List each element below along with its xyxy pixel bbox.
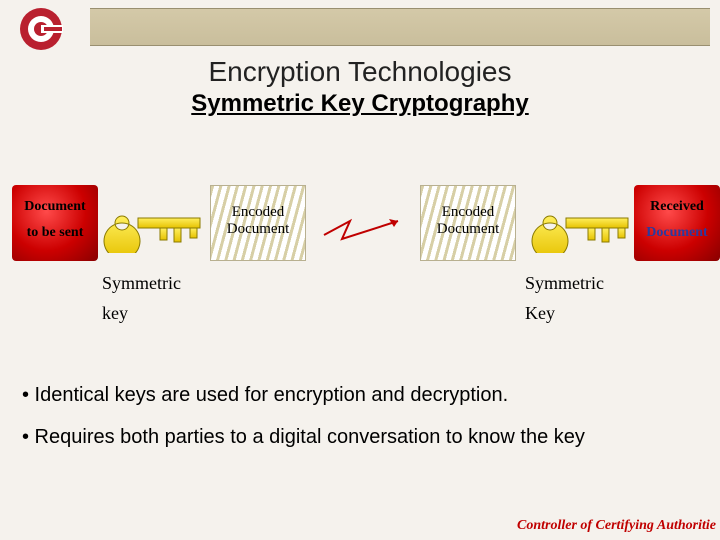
page-subtitle: Symmetric Key Cryptography [0, 90, 720, 118]
box-document-send: Document to be sent [12, 185, 98, 261]
box-document-received: Received Document [634, 185, 720, 261]
diagram: Document to be sent Encoded Document Enc… [0, 175, 720, 345]
box-label: to be sent [12, 225, 98, 241]
box-label: Encoded [421, 204, 515, 221]
page-title: Encryption Technologies [0, 56, 720, 88]
box-encoded-2: Encoded Document [420, 185, 516, 261]
header-band [90, 8, 710, 46]
box-label: Encoded [211, 204, 305, 221]
key-label: Key [525, 303, 555, 324]
zigzag-arrow-icon [320, 215, 414, 250]
box-encoded-1: Encoded Document [210, 185, 306, 261]
box-label: Document [12, 199, 98, 215]
key-label: Symmetric [102, 273, 181, 294]
bullet-list: • Identical keys are used for encryption… [22, 382, 698, 450]
key-icon [100, 193, 208, 258]
logo-icon [18, 6, 64, 57]
key-icon [528, 193, 636, 258]
bullet-item: • Requires both parties to a digital con… [22, 424, 698, 450]
key-label: key [102, 303, 128, 324]
footer-text: Controller of Certifying Authoritie [517, 518, 716, 534]
box-label: Document [421, 221, 515, 238]
box-label: Document [211, 221, 305, 238]
key-label: Symmetric [525, 273, 604, 294]
box-label: Received [634, 199, 720, 215]
bullet-item: • Identical keys are used for encryption… [22, 382, 698, 408]
box-label: Document [634, 225, 720, 241]
